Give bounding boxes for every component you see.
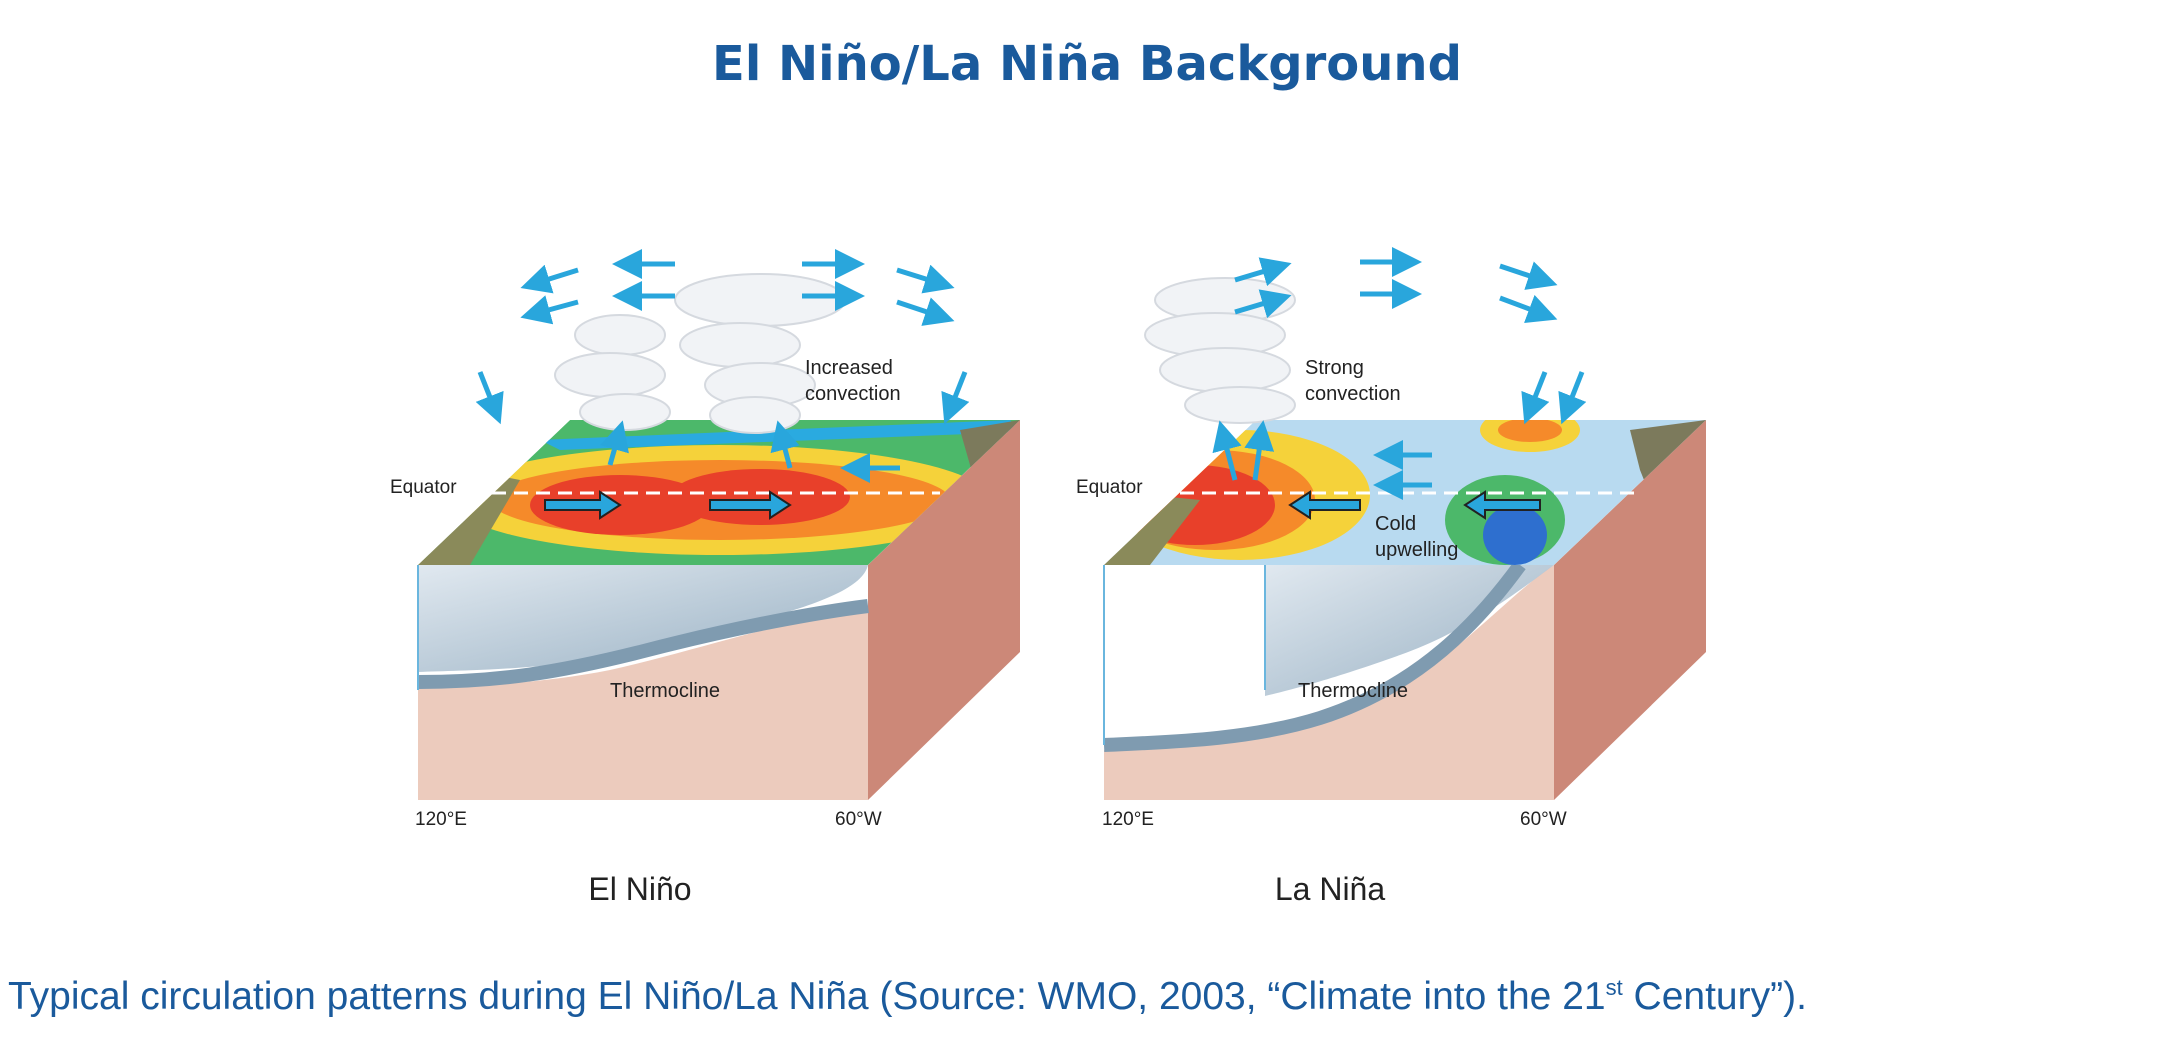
el-nino-wind-arrows [475, 249, 970, 469]
la-nina-panel: Equator Strong convection Cold upwelling… [1076, 247, 1706, 907]
el-nino-convection-clouds [554, 273, 846, 434]
caption-superscript: st [1605, 975, 1623, 1000]
la-nina-panel-name: La Niña [1275, 871, 1386, 907]
caption-text: Typical circulation patterns during El N… [8, 975, 1606, 1018]
figure-caption: Typical circulation patterns during El N… [8, 975, 2168, 1019]
la-nina-convection-label-2: convection [1305, 383, 1401, 405]
el-nino-convection-label-2: convection [805, 383, 901, 405]
caption-text-end: Century”). [1622, 975, 1807, 1018]
la-nina-convection-label-1: Strong [1305, 357, 1364, 379]
la-nina-wind-arrows [1212, 247, 1587, 481]
la-nina-lon-west: 120°E [1102, 809, 1154, 830]
la-nina-lon-east: 60°W [1520, 809, 1567, 830]
la-nina-thermocline-label: Thermocline [1298, 680, 1408, 702]
la-nina-equator-label: Equator [1076, 477, 1143, 498]
la-nina-upwelling-label-1: Cold [1375, 513, 1416, 535]
la-nina-thermocline [1103, 560, 1526, 752]
la-nina-ocean-side [1554, 420, 1706, 800]
el-nino-ocean-side [868, 420, 1020, 800]
el-nino-thermocline [417, 599, 869, 689]
el-nino-panel: Equator Increased convection Thermocline… [390, 249, 1020, 907]
page-title: El Niño/La Niña Background [712, 36, 1462, 92]
el-nino-equator-label: Equator [390, 477, 457, 498]
el-nino-convection-label-1: Increased [805, 357, 893, 379]
el-nino-thermocline-label: Thermocline [610, 680, 720, 702]
el-nino-surface-arrows [544, 490, 792, 520]
el-nino-lon-east: 60°W [835, 809, 882, 830]
el-nino-panel-name: El Niño [588, 871, 691, 907]
el-nino-lon-west: 120°E [415, 809, 467, 830]
la-nina-upwelling-label-2: upwelling [1375, 539, 1458, 561]
la-nina-surface-arrows [1288, 490, 1541, 520]
